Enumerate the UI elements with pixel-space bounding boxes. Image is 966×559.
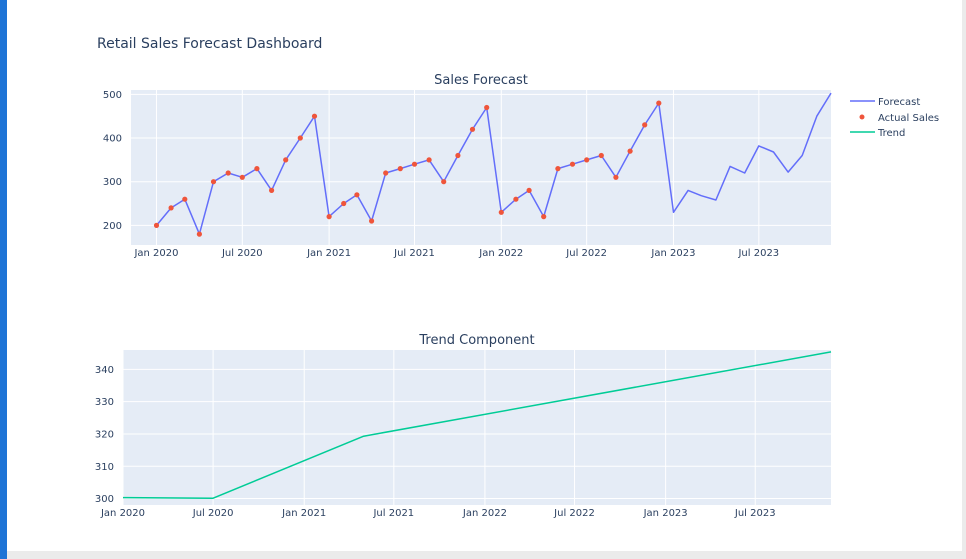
actual-sales-point[interactable] [254, 166, 260, 172]
y-tick-label: 400 [103, 134, 122, 145]
y-tick-label: 340 [95, 365, 114, 376]
actual-sales-point[interactable] [153, 222, 160, 228]
plot-area [131, 90, 831, 245]
x-tick-label: Jan 2022 [478, 248, 523, 259]
actual-sales-point[interactable] [369, 218, 375, 224]
x-tick-label: Jan 2023 [650, 248, 695, 259]
actual-sales-point[interactable] [584, 157, 590, 163]
actual-sales-point[interactable] [441, 179, 447, 185]
x-tick-label: Jan 2021 [306, 248, 351, 259]
x-tick-label: Jul 2021 [393, 248, 435, 259]
horizontal-scrollbar[interactable] [7, 551, 966, 559]
actual-sales-point[interactable] [354, 192, 360, 198]
y-tick-label: 310 [95, 462, 114, 473]
x-tick-label: Jan 2020 [133, 248, 178, 259]
actual-sales-point[interactable] [397, 166, 403, 172]
actual-sales-point[interactable] [269, 187, 275, 193]
actual-sales-point[interactable] [455, 152, 461, 159]
x-tick-label: Jul 2022 [565, 248, 607, 259]
x-tick-label: Jan 2021 [281, 508, 326, 519]
trend-line[interactable] [122, 351, 832, 499]
x-tick-label: Jul 2021 [372, 508, 414, 519]
plot-title: Sales Forecast [434, 73, 528, 88]
actual-sales-point[interactable] [627, 148, 633, 154]
plot-title: Trend Component [418, 333, 534, 348]
y-tick-label: 320 [95, 429, 114, 440]
legend-actual-label[interactable]: Actual Sales [878, 113, 939, 124]
actual-sales-point[interactable] [283, 157, 289, 163]
x-tick-label: Jul 2020 [192, 508, 234, 519]
actual-sales-point[interactable] [341, 200, 347, 207]
actual-sales-point[interactable] [196, 231, 202, 237]
x-tick-label: Jul 2020 [221, 248, 263, 259]
y-tick-label: 200 [103, 221, 122, 232]
actual-sales-point[interactable] [326, 214, 332, 220]
actual-sales-point[interactable] [411, 161, 418, 167]
actual-sales-point[interactable] [469, 126, 476, 132]
actual-sales-point[interactable] [498, 209, 504, 215]
legend-actual-swatch [859, 114, 865, 120]
plot-area [123, 350, 831, 505]
actual-sales-point[interactable] [426, 157, 432, 163]
dashboard-title: Retail Sales Forecast Dashboard [97, 36, 323, 52]
actual-sales-point[interactable] [526, 187, 532, 193]
legend-forecast-label[interactable]: Forecast [878, 97, 920, 108]
actual-sales-point[interactable] [642, 122, 648, 128]
x-tick-label: Jul 2023 [737, 248, 779, 259]
actual-sales-point[interactable] [555, 166, 561, 172]
x-tick-label: Jan 2022 [462, 508, 507, 519]
x-tick-label: Jan 2020 [100, 508, 145, 519]
y-tick-label: 300 [95, 494, 114, 505]
y-tick-label: 500 [103, 90, 122, 101]
y-tick-label: 300 [103, 177, 122, 188]
x-tick-label: Jan 2023 [643, 508, 688, 519]
actual-sales-point[interactable] [484, 104, 490, 111]
legend[interactable]: Forecast Actual Sales Trend [850, 97, 939, 139]
actual-sales-point[interactable] [613, 174, 619, 180]
actual-sales-point[interactable] [225, 170, 231, 176]
actual-sales-point[interactable] [168, 205, 174, 211]
sales-forecast-plot[interactable]: Jan 2020 Jul 2020 Jan 2021 Jul 2021 Jan 2022… [103, 73, 832, 259]
actual-sales-point[interactable] [210, 179, 217, 185]
actual-sales-point[interactable] [598, 152, 604, 159]
y-tick-label: 330 [95, 397, 114, 408]
x-tick-label: Jul 2022 [553, 508, 595, 519]
x-tick-label: Jul 2023 [734, 508, 776, 519]
actual-sales-point[interactable] [239, 174, 245, 180]
actual-sales-point[interactable] [656, 100, 662, 106]
actual-sales-point[interactable] [297, 135, 303, 141]
actual-sales-point[interactable] [383, 170, 389, 176]
actual-sales-point[interactable] [311, 113, 318, 119]
actual-sales-point[interactable] [182, 196, 188, 202]
trend-component-plot[interactable]: Jan 2020 Jul 2020 Jan 2021 Jul 2021 Jan 2022… [95, 333, 832, 519]
actual-sales-point[interactable] [541, 214, 547, 220]
legend-trend-label[interactable]: Trend [877, 128, 905, 139]
actual-sales-point[interactable] [513, 196, 519, 202]
forecast-line[interactable] [155, 92, 832, 235]
actual-sales-point[interactable] [569, 161, 576, 167]
accent-bar [0, 0, 7, 559]
